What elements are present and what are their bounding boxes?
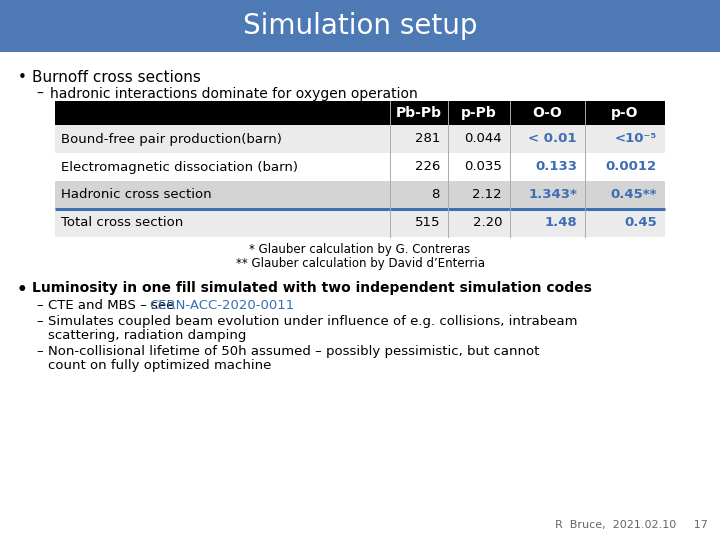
Text: –: – — [37, 345, 43, 358]
Text: 1.343*: 1.343* — [528, 188, 577, 201]
Text: 226: 226 — [415, 160, 440, 173]
Text: Burnoff cross sections: Burnoff cross sections — [32, 70, 201, 85]
Text: 0.035: 0.035 — [464, 160, 502, 173]
Text: CERN-ACC-2020-0011: CERN-ACC-2020-0011 — [149, 299, 294, 312]
Text: Electromagnetic dissociation (barn): Electromagnetic dissociation (barn) — [61, 160, 298, 173]
Text: 0.0012: 0.0012 — [606, 160, 657, 173]
Text: 2.20: 2.20 — [472, 217, 502, 230]
Text: R  Bruce,  2021.02.10     17: R Bruce, 2021.02.10 17 — [555, 520, 708, 530]
Text: 0.133: 0.133 — [535, 160, 577, 173]
Text: –: – — [37, 299, 43, 312]
Text: hadronic interactions dominate for oxygen operation: hadronic interactions dominate for oxyge… — [50, 87, 418, 101]
Text: 2.12: 2.12 — [472, 188, 502, 201]
Text: •: • — [17, 281, 27, 299]
Bar — [55, 209, 665, 237]
Bar — [55, 153, 665, 181]
Bar — [55, 101, 665, 125]
Bar — [0, 0, 720, 52]
Text: –: – — [37, 315, 43, 328]
Text: scattering, radiation damping: scattering, radiation damping — [48, 329, 246, 342]
Text: 0.45**: 0.45** — [611, 188, 657, 201]
Text: –: – — [37, 87, 43, 101]
Bar — [55, 125, 665, 153]
Text: Luminosity in one fill simulated with two independent simulation codes: Luminosity in one fill simulated with tw… — [32, 281, 592, 295]
Text: <10⁻⁵: <10⁻⁵ — [615, 132, 657, 145]
Text: O-O: O-O — [533, 106, 562, 120]
Text: p-Pb: p-Pb — [461, 106, 497, 120]
Text: 281: 281 — [415, 132, 440, 145]
Text: ** Glauber calculation by David d’Enterria: ** Glauber calculation by David d’Enterr… — [235, 257, 485, 270]
Text: Simulates coupled beam evolution under influence of e.g. collisions, intrabeam: Simulates coupled beam evolution under i… — [48, 315, 577, 328]
Text: Hadronic cross section: Hadronic cross section — [61, 188, 212, 201]
Text: •: • — [17, 70, 27, 85]
Text: 0.044: 0.044 — [464, 132, 502, 145]
Text: p-O: p-O — [611, 106, 639, 120]
Text: 0.45: 0.45 — [624, 217, 657, 230]
Text: * Glauber calculation by G. Contreras: * Glauber calculation by G. Contreras — [249, 243, 471, 256]
Text: Non-collisional lifetime of 50h assumed – possibly pessimistic, but cannot: Non-collisional lifetime of 50h assumed … — [48, 345, 539, 358]
Text: Bound-free pair production(barn): Bound-free pair production(barn) — [61, 132, 282, 145]
Bar — [55, 181, 665, 209]
Text: < 0.01: < 0.01 — [528, 132, 577, 145]
Text: count on fully optimized machine: count on fully optimized machine — [48, 359, 271, 372]
Text: 515: 515 — [415, 217, 440, 230]
Text: 8: 8 — [431, 188, 440, 201]
Text: Pb-Pb: Pb-Pb — [396, 106, 442, 120]
Text: CTE and MBS – see: CTE and MBS – see — [48, 299, 179, 312]
Text: Simulation setup: Simulation setup — [243, 12, 477, 40]
Text: 1.48: 1.48 — [544, 217, 577, 230]
Text: Total cross section: Total cross section — [61, 217, 184, 230]
